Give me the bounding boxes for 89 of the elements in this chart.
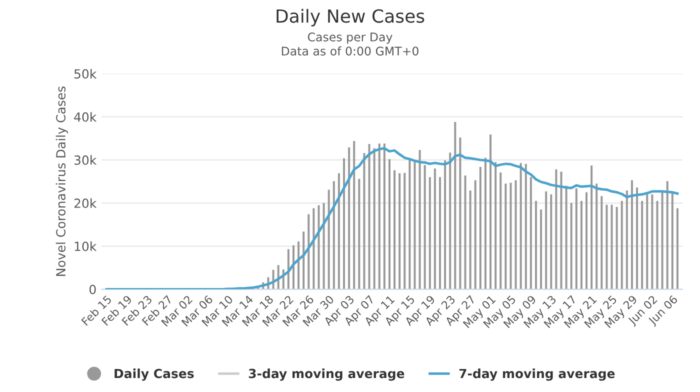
bar	[534, 200, 537, 290]
bar	[540, 210, 542, 290]
bar	[328, 190, 330, 290]
chart-title: Daily New Cases	[276, 8, 424, 26]
bar	[348, 147, 350, 290]
bar	[580, 200, 582, 290]
bar	[414, 160, 416, 290]
bar	[646, 194, 648, 290]
bar	[630, 180, 633, 290]
bar	[656, 200, 658, 290]
bar	[490, 134, 492, 290]
bar	[590, 166, 593, 290]
bar	[312, 208, 315, 290]
bar	[302, 232, 305, 290]
bar	[560, 172, 562, 290]
bar	[524, 164, 527, 290]
bar	[332, 181, 335, 290]
bar	[550, 194, 552, 290]
bar	[671, 192, 674, 290]
bar	[418, 150, 421, 290]
bar	[434, 168, 436, 290]
bar	[373, 148, 376, 290]
bar	[484, 158, 486, 290]
y-tick-label: 40k	[74, 112, 97, 122]
bar	[651, 194, 654, 290]
bar	[661, 192, 664, 290]
y-axis-title: Novel Coronavirus Daily Cases	[56, 86, 68, 276]
bar	[342, 158, 346, 290]
bar	[565, 186, 568, 290]
bar	[322, 203, 325, 290]
bar	[555, 169, 558, 290]
bar	[610, 204, 613, 290]
bar	[428, 177, 431, 290]
bar	[424, 165, 426, 290]
bar	[504, 184, 507, 290]
bar	[298, 241, 300, 290]
bar	[570, 203, 572, 290]
legend-label: 3-day moving average	[248, 368, 404, 381]
bar	[530, 177, 532, 290]
bar	[308, 214, 310, 290]
bar	[383, 144, 386, 290]
bar	[626, 190, 628, 290]
y-tick-label: 20k	[74, 198, 97, 208]
bar	[404, 172, 406, 290]
y-tick-label: 10k	[74, 241, 97, 252]
legend-label: 7-day moving average	[459, 368, 615, 381]
bar	[363, 153, 366, 290]
bar	[318, 205, 320, 290]
bar	[408, 159, 411, 290]
bar	[338, 173, 340, 290]
bar	[444, 160, 446, 290]
line-series	[105, 147, 679, 290]
bar	[514, 180, 517, 290]
bar	[454, 122, 456, 290]
bar	[510, 182, 512, 290]
y-tick-label: 30k	[74, 155, 97, 165]
bar	[438, 177, 442, 290]
legend-label: Daily Cases	[114, 368, 194, 381]
bar	[388, 159, 390, 290]
bar	[494, 162, 497, 290]
bar	[666, 181, 668, 290]
bar	[459, 138, 462, 290]
bar	[474, 180, 476, 290]
bar	[596, 184, 598, 290]
bar	[394, 170, 396, 290]
bar	[469, 190, 472, 290]
bar	[620, 200, 623, 290]
y-tick-label: 50k	[74, 68, 97, 79]
bar	[358, 178, 360, 290]
bar	[353, 140, 356, 290]
bar	[479, 166, 482, 290]
bar	[378, 144, 380, 290]
bar	[449, 152, 452, 290]
bar	[575, 188, 578, 290]
bar	[520, 162, 522, 290]
y-tick-label: 0	[90, 284, 96, 294]
bar	[606, 204, 608, 290]
bar	[464, 175, 466, 290]
bar	[600, 196, 603, 290]
bar	[676, 208, 678, 290]
bar	[398, 173, 401, 290]
bar	[641, 200, 644, 290]
chart-subtitle: Cases per Day Data as of 0:00 GMT+0	[282, 32, 418, 56]
bar	[500, 172, 502, 290]
bar	[586, 192, 588, 290]
bar	[636, 188, 638, 290]
bar	[368, 144, 370, 290]
bar	[545, 191, 548, 290]
bar	[616, 206, 618, 290]
